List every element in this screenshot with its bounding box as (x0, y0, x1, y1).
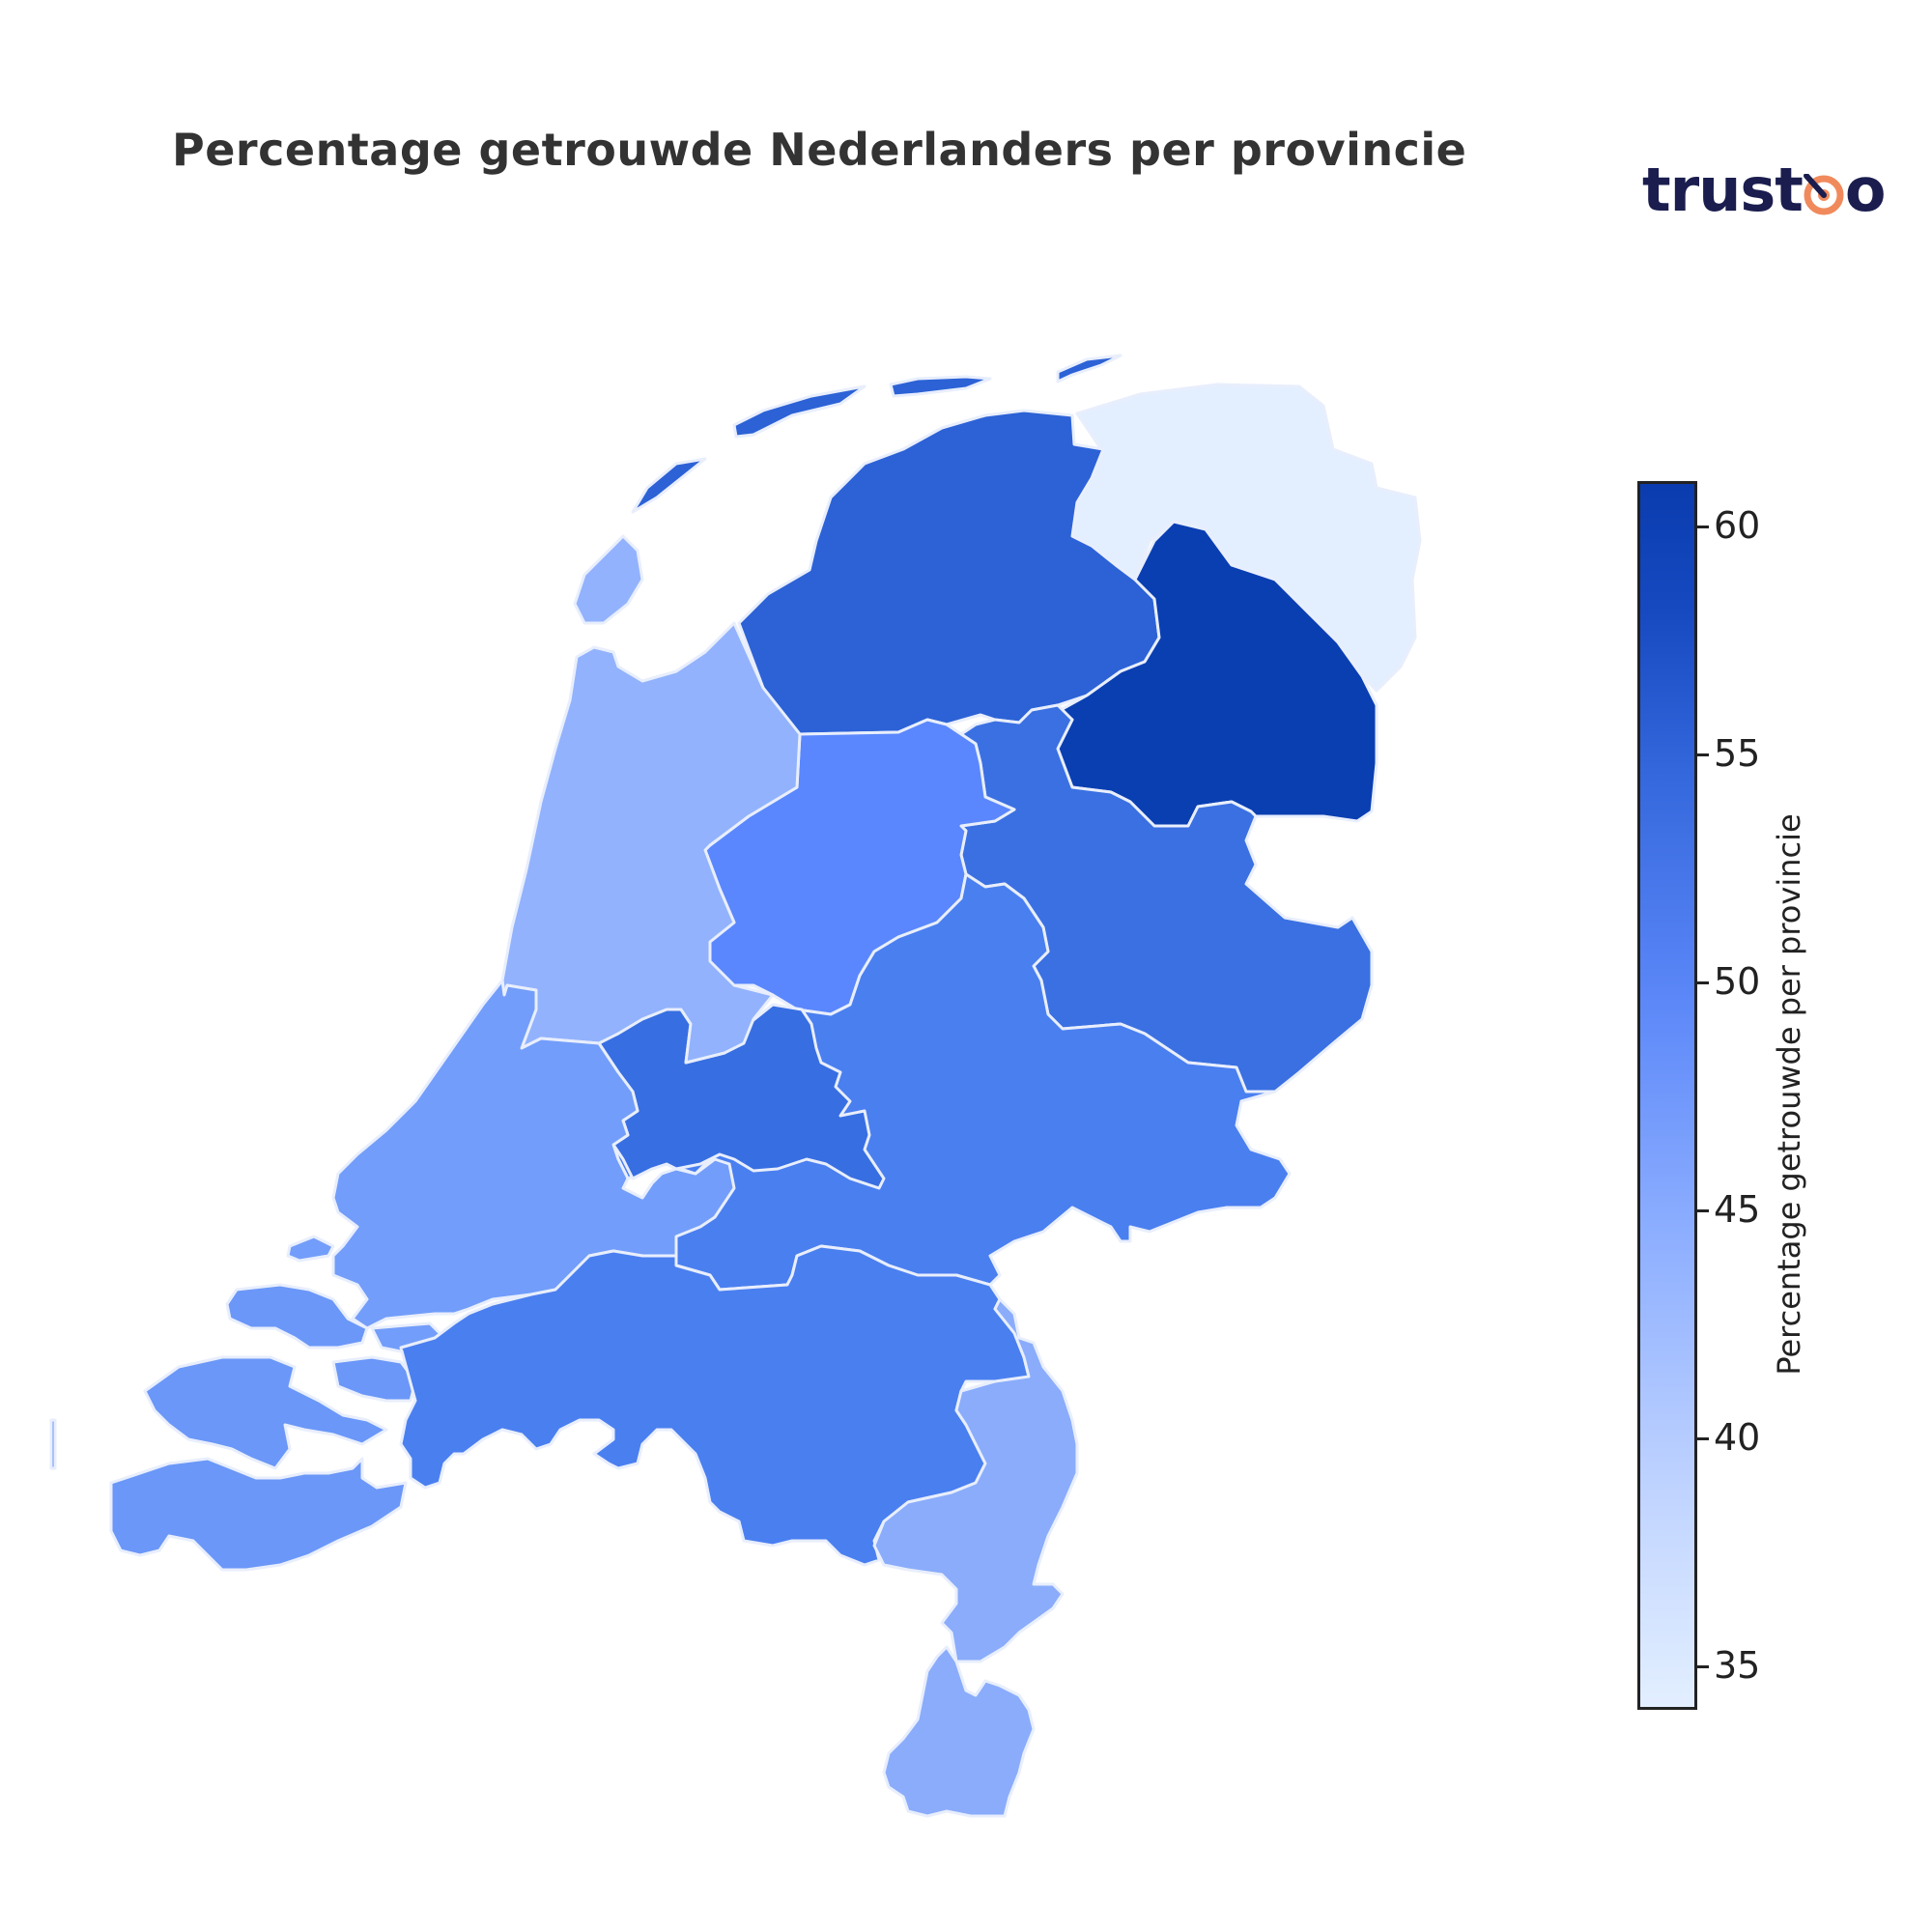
logo-text-right: o (1844, 155, 1887, 225)
region-zeeland-walcheren[interactable] (143, 1355, 388, 1470)
region-goeree[interactable] (286, 1235, 335, 1263)
colorbar-tick-35 (1697, 1665, 1709, 1668)
colorbar-tick-label: 40 (1714, 1416, 1761, 1459)
region-zeeland-noord-beveland[interactable] (331, 1355, 417, 1403)
colorbar-tick-label: 55 (1714, 732, 1761, 775)
region-zeeuws-vlaanderen[interactable] (109, 1457, 408, 1572)
colorbar-title: Percentage getrouwde per provincie (1771, 813, 1807, 1376)
region-schiermonnikoog[interactable] (1056, 354, 1122, 384)
colorbar-tick-45 (1697, 1209, 1709, 1212)
colorbar-tick-50 (1697, 981, 1709, 984)
region-zeeland-schouwen[interactable] (225, 1283, 369, 1350)
region-zuid-limburg[interactable] (882, 1645, 1036, 1818)
region-vlieland[interactable] (631, 457, 707, 514)
target-icon (1803, 160, 1845, 231)
region-terschelling[interactable] (732, 384, 867, 439)
colorbar-tick-label: 45 (1714, 1188, 1761, 1231)
region-friesland[interactable] (737, 409, 1161, 736)
colorbar-tick-label: 35 (1714, 1644, 1761, 1687)
colorbar-tick-55 (1697, 753, 1709, 756)
region-noord-holland[interactable] (500, 621, 802, 1065)
region-texel[interactable] (573, 534, 644, 625)
chart-title: Percentage getrouwde Nederlanders per pr… (172, 124, 1467, 176)
region-zeeland-edge[interactable] (49, 1418, 57, 1470)
colorbar-tick-label: 50 (1714, 960, 1761, 1003)
colorbar-tick-label: 60 (1714, 504, 1761, 547)
colorbar-tick-40 (1697, 1437, 1709, 1440)
region-limburg[interactable] (872, 1297, 1079, 1663)
trustoo-logo: trust o (1642, 155, 1887, 225)
region-noord-brabant[interactable] (399, 1244, 1031, 1567)
logo-text-left: trust (1642, 155, 1804, 225)
region-ameland[interactable] (889, 375, 992, 398)
colorbar-tick-60 (1697, 526, 1709, 528)
colorbar (1637, 481, 1697, 1710)
